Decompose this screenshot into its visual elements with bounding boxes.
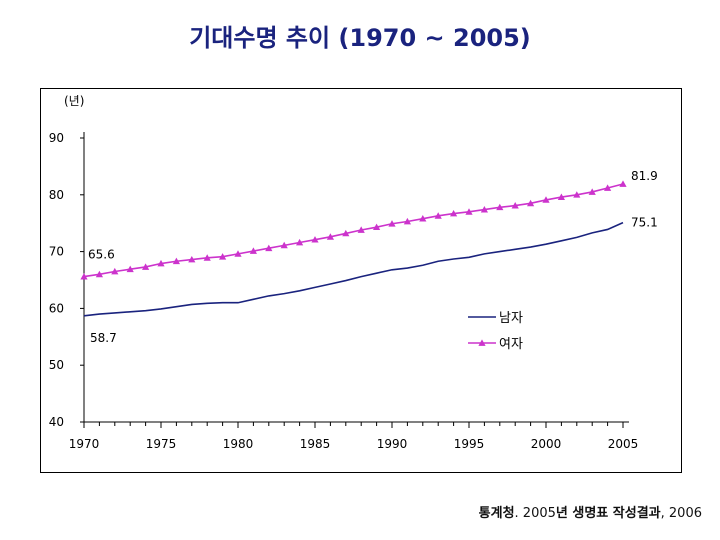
y-tick-label: 90 <box>49 131 64 145</box>
source-org: 통계청 <box>478 506 515 521</box>
x-tick-label: 2005 <box>608 437 639 451</box>
series-layer <box>80 180 627 317</box>
legend-swatch-marker <box>478 339 486 346</box>
data-point-marker <box>172 257 180 265</box>
legend-label: 남자 <box>499 311 523 326</box>
data-point-marker <box>373 223 381 231</box>
data-point-marker <box>219 253 227 260</box>
data-point-marker <box>588 188 596 195</box>
data-point-marker <box>403 217 411 225</box>
x-tick-label: 1980 <box>223 437 254 451</box>
data-point-marker <box>80 272 88 280</box>
y-tick-label: 60 <box>49 301 64 315</box>
data-point-marker <box>357 226 365 233</box>
y-tick-label: 40 <box>49 415 64 429</box>
data-label: 75.1 <box>631 216 658 230</box>
source-sep2: , 2006 <box>660 506 702 521</box>
data-point-marker <box>111 267 119 275</box>
x-tick-label: 1985 <box>300 437 331 451</box>
data-point-marker <box>342 229 350 237</box>
data-point-marker <box>480 205 488 213</box>
data-point-marker <box>419 215 427 222</box>
data-point-marker <box>388 220 396 227</box>
data-point-marker <box>280 241 288 249</box>
series-line <box>83 221 624 317</box>
data-point-marker <box>434 212 442 219</box>
y-axis-label: (년) <box>64 94 84 108</box>
data-label: 65.6 <box>88 248 115 262</box>
y-tick-label: 50 <box>49 358 64 372</box>
page-title: 기대수명 추이 (1970 ~ 2005) <box>189 24 531 52</box>
x-tick-label: 1975 <box>146 437 177 451</box>
data-point-marker <box>604 184 612 191</box>
series-line <box>83 183 624 278</box>
data-point-marker <box>619 180 627 187</box>
chart-frame: 40 50 60 70 80 90 1970 1975 1980 1985 1990 1995 2000… <box>40 88 682 473</box>
data-label: 58.7 <box>90 331 117 345</box>
legend-label: 여자 <box>499 337 523 352</box>
data-point-marker <box>573 191 581 198</box>
x-tick-label: 1970 <box>69 437 100 451</box>
chart-axes: 40 50 60 70 80 90 1970 1975 1980 1985 1990 1995 2000… <box>49 94 639 451</box>
life-expectancy-line-chart: 40 50 60 70 80 90 1970 1975 1980 1985 1990 1995 2000… <box>49 94 658 451</box>
data-point-marker <box>496 203 504 211</box>
data-point-marker <box>311 236 319 243</box>
data-point-marker <box>188 255 196 263</box>
source-sep1: . 2005 <box>514 506 556 521</box>
x-tick-label: 1990 <box>377 437 408 451</box>
data-point-marker <box>95 270 103 278</box>
source-mid: 년 생명표 작성결과 <box>555 506 661 521</box>
data-point-marker <box>157 259 165 267</box>
data-label: 81.9 <box>631 169 658 183</box>
data-point-marker <box>234 250 242 257</box>
source-note: 통계청. 2005년 생명표 작성결과, 2006 <box>479 502 702 521</box>
series-1 <box>83 221 624 317</box>
data-annotations: 65.6 58.7 81.9 75.1 <box>88 169 658 345</box>
x-tick-label: 1995 <box>454 437 485 451</box>
data-point-marker <box>142 263 150 270</box>
data-point-marker <box>265 244 273 252</box>
data-point-marker <box>326 233 334 240</box>
data-point-marker <box>527 199 535 207</box>
data-point-marker <box>249 247 257 254</box>
data-point-marker <box>542 196 550 203</box>
y-tick-label: 80 <box>49 188 64 202</box>
y-tick-label: 70 <box>49 245 64 259</box>
data-point-marker <box>126 265 134 273</box>
x-tick-label: 2000 <box>531 437 562 451</box>
data-point-marker <box>557 193 565 200</box>
data-point-marker <box>296 238 304 246</box>
data-point-marker <box>203 254 211 261</box>
series-2 <box>80 180 627 280</box>
data-point-marker <box>450 209 458 217</box>
data-point-marker <box>465 208 473 215</box>
data-point-marker <box>511 201 519 209</box>
